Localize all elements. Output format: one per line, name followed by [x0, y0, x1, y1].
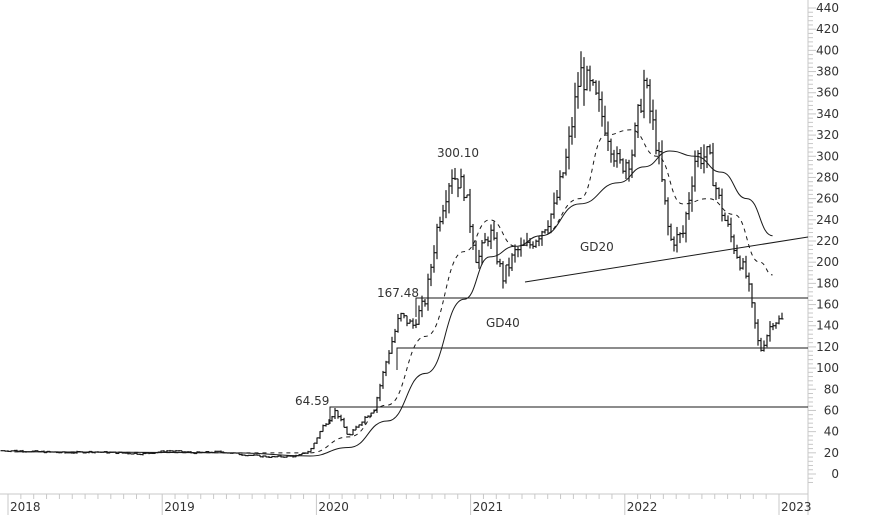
- y-tick-label: 80: [824, 382, 839, 396]
- y-tick-label: 40: [824, 425, 839, 439]
- trend-line: [524, 236, 809, 283]
- x-tick-label: 2020: [318, 500, 349, 514]
- x-tick-label: 2022: [627, 500, 658, 514]
- y-tick-label: 60: [824, 403, 839, 417]
- gd20-label: GD20: [580, 240, 614, 254]
- level-64-line: [329, 406, 808, 424]
- level-120-line: [396, 347, 808, 370]
- level-167-line: [415, 297, 808, 317]
- y-tick-label: 100: [816, 361, 839, 375]
- gd40-label: GD40: [486, 316, 520, 330]
- y-tick-label: 20: [824, 446, 839, 460]
- y-tick-label: 180: [816, 276, 839, 290]
- y-tick-label: 220: [816, 234, 839, 248]
- x-tick-label: 2021: [473, 500, 504, 514]
- y-tick-label: 320: [816, 128, 839, 142]
- x-tick-label: 2019: [164, 500, 195, 514]
- y-tick-label: 120: [816, 340, 839, 354]
- y-tick-label: 400: [816, 43, 839, 57]
- x-axis: 2018 2019 2020 2021 2022 2023: [0, 493, 812, 515]
- y-tick-label: 0: [831, 467, 839, 481]
- y-tick-label: 380: [816, 65, 839, 79]
- y-tick-label: 300: [816, 149, 839, 163]
- peak-label: 300.10: [437, 146, 479, 160]
- y-tick-label: 260: [816, 192, 839, 206]
- y-tick-label: 440: [816, 1, 839, 15]
- x-tick-label: 2018: [10, 500, 41, 514]
- x-tick-label: 2023: [781, 500, 812, 514]
- y-tick-label: 240: [816, 213, 839, 227]
- y-tick-label: 420: [816, 22, 839, 36]
- y-tick-label: 140: [816, 319, 839, 333]
- y-tick-label: 280: [816, 170, 839, 184]
- y-tick-label: 200: [816, 255, 839, 269]
- support-resistance-lines: [329, 236, 809, 424]
- y-tick-label: 160: [816, 298, 839, 312]
- y-tick-label: 360: [816, 86, 839, 100]
- y-axis: 0 20 40 60 80 100 120 140 160 180 200 220 240 260 280 3…: [807, 0, 839, 515]
- level-high-label: 167.48: [377, 286, 419, 300]
- y-tick-label: 340: [816, 107, 839, 121]
- gd40-solid-line: [14, 150, 773, 457]
- level-low-label: 64.59: [295, 394, 329, 408]
